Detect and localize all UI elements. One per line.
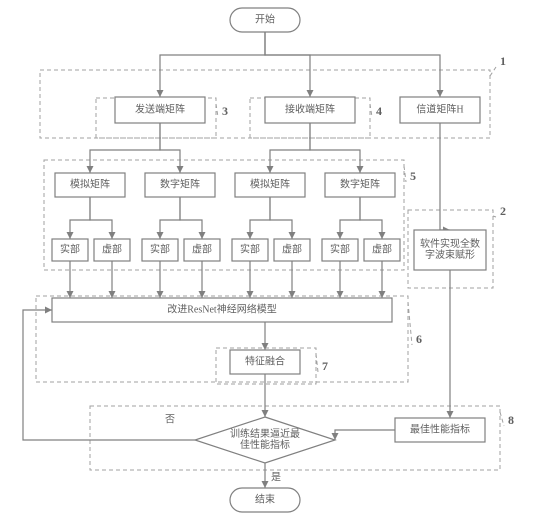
edge-sendMat-sim1 xyxy=(90,123,160,173)
cluster-label-3: 3 xyxy=(222,104,228,118)
edge-dig2-re4 xyxy=(340,197,360,239)
node-re3: 实部 xyxy=(232,239,268,261)
node-soft: 软件实现全数字波束赋形 xyxy=(414,230,486,270)
node-sim1: 模拟矩阵 xyxy=(55,173,125,197)
node-label-dig2: 数字矩阵 xyxy=(340,178,380,191)
node-dig1: 数字矩阵 xyxy=(145,173,215,197)
edge-dig2-im4 xyxy=(360,197,382,239)
edge-sendMat-dig1 xyxy=(160,123,180,173)
node-chanMat: 信道矩阵H xyxy=(400,97,480,123)
node-label-chanMat: 信道矩阵H xyxy=(416,103,463,116)
edge-start-chanMat xyxy=(265,32,440,97)
node-re1: 实部 xyxy=(52,239,88,261)
edge-dig1-im2 xyxy=(180,197,202,239)
edge-recvMat-dig2 xyxy=(310,123,360,173)
node-label-fuse: 特征融合 xyxy=(245,355,285,368)
cluster-label-8: 8 xyxy=(508,413,514,427)
node-label-re4: 实部 xyxy=(330,243,350,256)
node-label-start: 开始 xyxy=(255,13,275,26)
node-label-re3: 实部 xyxy=(240,243,260,256)
node-re2: 实部 xyxy=(142,239,178,261)
node-label-best: 最佳性能指标 xyxy=(410,423,470,436)
edge-start-recvMat xyxy=(265,32,310,97)
edge-label: 否 xyxy=(165,414,175,426)
cluster-label-7: 7 xyxy=(322,359,328,373)
node-sim2: 模拟矩阵 xyxy=(235,173,305,197)
node-start: 开始 xyxy=(230,8,300,32)
node-label-soft: 软件实现全数 xyxy=(420,237,480,250)
node-recvMat: 接收端矩阵 xyxy=(265,97,355,123)
edge-dig1-re2 xyxy=(160,197,180,239)
node-label-re2: 实部 xyxy=(150,243,170,256)
cluster-label-6: 6 xyxy=(416,332,422,346)
node-decision: 训练结果逼近最佳性能指标 xyxy=(195,417,335,463)
node-label-decision: 训练结果逼近最 xyxy=(230,427,300,440)
node-im4: 虚部 xyxy=(364,239,400,261)
edge-label: 是 xyxy=(271,472,281,484)
node-label-sendMat: 发送端矩阵 xyxy=(135,103,185,116)
node-re4: 实部 xyxy=(322,239,358,261)
node-label-recvMat: 接收端矩阵 xyxy=(285,103,335,116)
node-im3: 虚部 xyxy=(274,239,310,261)
edge-sim2-re3 xyxy=(250,197,270,239)
edge-sim2-im3 xyxy=(270,197,292,239)
cluster-label-1: 1 xyxy=(500,54,506,68)
node-end: 结束 xyxy=(230,488,300,512)
edge-start-sendMat xyxy=(160,32,265,97)
node-label-im2: 虚部 xyxy=(192,243,212,256)
node-label-sim2: 模拟矩阵 xyxy=(250,178,290,191)
node-label-im1: 虚部 xyxy=(102,243,122,256)
cluster-label-4: 4 xyxy=(376,104,382,118)
node-label-sim1: 模拟矩阵 xyxy=(70,178,110,191)
edge-chanMat-soft xyxy=(440,123,450,230)
node-dig2: 数字矩阵 xyxy=(325,173,395,197)
edge-sim1-re1 xyxy=(70,197,90,239)
edge-sim1-im1 xyxy=(90,197,112,239)
node-sendMat: 发送端矩阵 xyxy=(115,97,205,123)
node-best: 最佳性能指标 xyxy=(395,418,485,442)
node-label-dig1: 数字矩阵 xyxy=(160,178,200,191)
node-label-im4: 虚部 xyxy=(372,243,392,256)
flowchart-container: 1 2 3 4 5 6 7 8 否是 开始结束 发送端矩阵 接收端矩阵 信道矩阵H 模拟矩阵 数字矩阵 模拟矩… xyxy=(0,0,534,526)
cluster-label-5: 5 xyxy=(410,169,416,183)
node-label-end: 结束 xyxy=(255,493,275,506)
node-im1: 虚部 xyxy=(94,239,130,261)
node-im2: 虚部 xyxy=(184,239,220,261)
node-label-decision: 佳性能指标 xyxy=(240,438,290,451)
node-fuse: 特征融合 xyxy=(230,350,300,374)
edge-best-decision xyxy=(335,430,395,440)
node-resnet: 改进ResNet神经网络模型 xyxy=(52,298,392,322)
edge-recvMat-sim2 xyxy=(270,123,310,173)
node-label-resnet: 改进ResNet神经网络模型 xyxy=(167,303,276,316)
cluster-label-2: 2 xyxy=(500,204,506,218)
node-label-re1: 实部 xyxy=(60,243,80,256)
node-label-im3: 虚部 xyxy=(282,243,302,256)
node-label-soft: 字波束赋形 xyxy=(425,248,475,261)
